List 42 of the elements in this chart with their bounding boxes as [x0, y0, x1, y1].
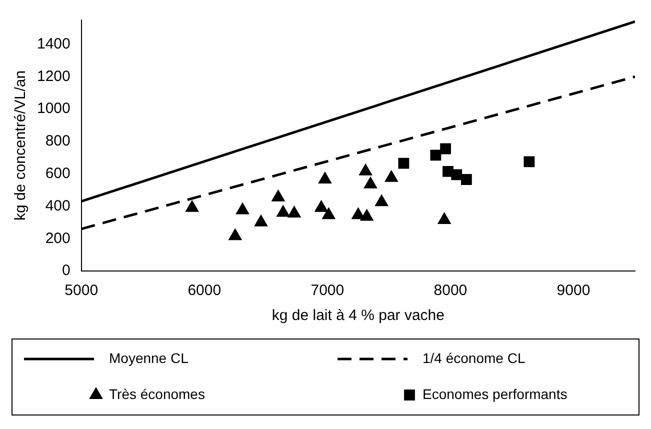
point [384, 170, 398, 182]
point [375, 194, 388, 206]
point [288, 206, 301, 218]
point [364, 176, 378, 188]
x-tick-label: 6000 [188, 282, 222, 300]
x-tick-label: 5000 [64, 282, 98, 300]
point [236, 202, 250, 214]
point [360, 209, 374, 221]
x-tick-label: 7000 [310, 282, 344, 300]
point [318, 172, 332, 184]
y-tick-label: 600 [45, 164, 70, 182]
point [314, 200, 328, 212]
legend-label: 1/4 économe CL [422, 350, 526, 366]
point [272, 190, 285, 202]
point [398, 158, 410, 169]
point [438, 212, 451, 224]
y-tick-label: 400 [45, 197, 70, 214]
point [359, 164, 372, 176]
y-tick-label: 200 [45, 230, 70, 247]
y-tick-label: 1000 [36, 100, 70, 118]
point [430, 150, 442, 161]
point [352, 208, 365, 220]
legend-label: Très économes [109, 386, 205, 402]
legend-label: Moyenne CL [109, 350, 189, 366]
point [524, 156, 535, 168]
y-tick-label: 800 [45, 132, 70, 150]
y-tick-label: 1200 [36, 68, 70, 85]
point [228, 228, 242, 240]
y-tick-label: 0 [62, 262, 70, 280]
point [461, 174, 472, 185]
point [254, 214, 268, 226]
point [451, 169, 462, 180]
point [322, 208, 336, 220]
x-tick-label: 9000 [556, 282, 590, 300]
x-tick-label: 8000 [434, 282, 468, 300]
point [186, 200, 199, 212]
y-axis-title: kg de concentré/VL/an [12, 70, 30, 221]
legend-label: Economes performants [422, 386, 568, 402]
point [276, 205, 290, 217]
y-tick-label: 1400 [36, 35, 70, 52]
point [440, 143, 451, 154]
x-axis-title: kg de lait à 4 % par vache [272, 307, 444, 324]
